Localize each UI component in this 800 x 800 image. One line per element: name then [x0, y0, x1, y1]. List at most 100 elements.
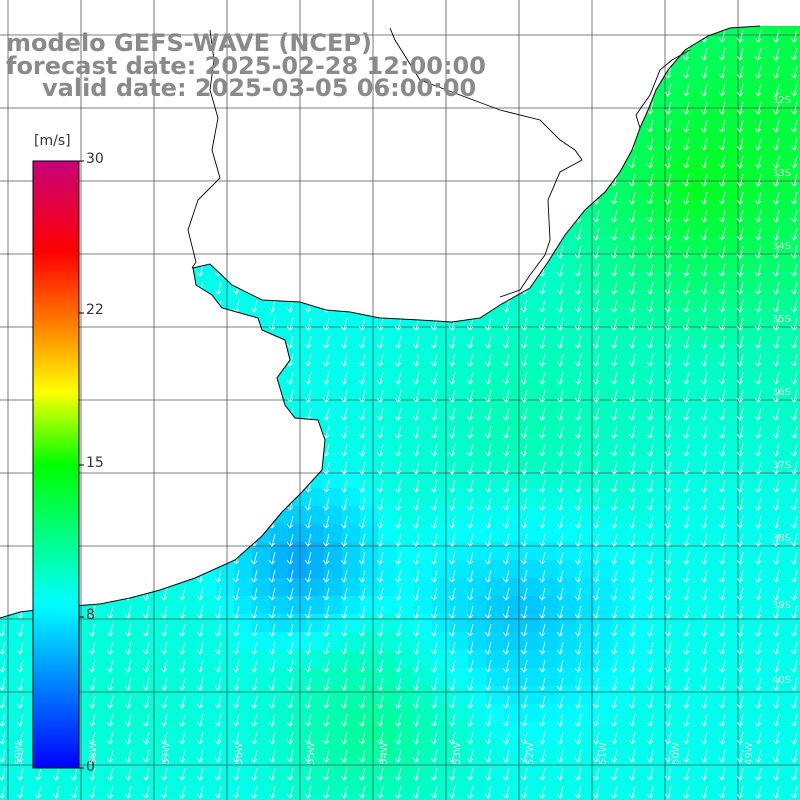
- wind-arrow: [16, 551, 24, 565]
- wind-arrow: [0, 515, 6, 529]
- wind-speed-cell: [18, 758, 37, 777]
- wind-arrow: [106, 299, 114, 313]
- wind-arrow: [484, 173, 492, 187]
- wind-speed-cell: [522, 704, 541, 723]
- wind-speed-cell: [396, 326, 415, 345]
- wind-arrow: [538, 173, 546, 187]
- wind-speed-cell: [648, 578, 667, 597]
- border-line: [635, 49, 691, 129]
- wind-speed-cell: [720, 290, 739, 309]
- wind-arrow: [0, 353, 6, 367]
- wind-speed-cell: [486, 722, 505, 741]
- wind-speed-cell: [504, 398, 523, 417]
- wind-speed-cell: [648, 416, 667, 435]
- wind-arrow: [106, 515, 114, 529]
- wind-arrow: [520, 353, 528, 367]
- wind-speed-cell: [666, 740, 685, 759]
- wind-speed-cell: [450, 26, 469, 39]
- wind-speed-cell: [90, 560, 109, 579]
- wind-speed-cell: [576, 326, 595, 345]
- wind-arrow: [142, 479, 150, 493]
- wind-arrow: [574, 641, 582, 655]
- wind-arrow: [682, 749, 690, 763]
- wind-arrow: [106, 569, 114, 583]
- wind-arrow: [430, 659, 438, 673]
- wind-speed-cell: [324, 416, 343, 435]
- wind-arrow: [502, 245, 510, 259]
- wind-speed-cell: [414, 434, 433, 453]
- wind-arrow: [466, 515, 474, 529]
- wind-arrow: [646, 533, 654, 547]
- wind-arrow: [700, 479, 708, 493]
- wind-arrow: [430, 299, 438, 313]
- wind-arrow: [394, 533, 402, 547]
- wind-speed-cell: [522, 308, 541, 327]
- wind-speed-cell: [540, 272, 559, 291]
- wind-speed-cell: [522, 254, 541, 273]
- wind-speed-cell: [522, 164, 541, 183]
- wind-speed-cell: [162, 200, 181, 219]
- wind-speed-cell: [720, 758, 739, 777]
- wind-speed-cell: [612, 776, 631, 795]
- wind-arrow: [448, 209, 456, 223]
- wind-speed-cell: [216, 236, 235, 255]
- wind-speed-cell: [342, 632, 361, 651]
- wind-arrow: [268, 227, 276, 241]
- wind-arrow: [178, 677, 186, 691]
- wind-arrow: [502, 47, 510, 61]
- wind-arrow: [700, 353, 708, 367]
- wind-arrow: [394, 227, 402, 241]
- wind-speed-cell: [144, 506, 163, 525]
- wind-speed-cell: [18, 794, 37, 800]
- wind-arrow: [646, 209, 654, 223]
- wind-speed-cell: [468, 272, 487, 291]
- wind-arrow: [142, 461, 150, 475]
- wind-speed-cell: [252, 434, 271, 453]
- wind-arrow: [448, 335, 456, 349]
- wind-arrow: [502, 137, 510, 151]
- wind-speed-cell: [198, 164, 217, 183]
- wind-speed-cell: [216, 110, 235, 129]
- wind-arrow: [772, 479, 780, 493]
- wind-arrow: [736, 101, 744, 115]
- wind-arrow: [124, 155, 132, 169]
- wind-speed-cell: [774, 632, 793, 651]
- wind-arrow: [88, 263, 96, 277]
- wind-speed-cell: [702, 272, 721, 291]
- wind-speed-cell: [612, 452, 631, 471]
- wind-arrow: [340, 137, 348, 151]
- lon-label: 56W: [233, 742, 245, 765]
- colorbar-tick-30: 30: [86, 151, 104, 167]
- wind-arrow: [376, 461, 384, 475]
- wind-arrow: [466, 173, 474, 187]
- wind-arrow: [160, 245, 168, 259]
- wind-arrow: [0, 623, 6, 637]
- wind-arrow: [286, 425, 294, 439]
- wind-arrow: [88, 515, 96, 529]
- wind-arrow: [682, 281, 690, 295]
- wind-speed-cell: [540, 200, 559, 219]
- wind-speed-cell: [306, 362, 325, 381]
- wind-speed-cell: [720, 164, 739, 183]
- wind-arrow: [682, 731, 690, 745]
- wind-speed-cell: [180, 740, 199, 759]
- wind-speed-cell: [738, 560, 757, 579]
- wind-speed-cell: [558, 200, 577, 219]
- wind-arrow: [304, 659, 312, 673]
- wind-speed-cell: [648, 290, 667, 309]
- wind-speed-cell: [450, 362, 469, 381]
- wind-speed-cell: [90, 686, 109, 705]
- wind-speed-cell: [612, 524, 631, 543]
- wind-arrow: [736, 767, 744, 781]
- wind-arrow: [430, 389, 438, 403]
- wind-speed-cell: [684, 632, 703, 651]
- wind-speed-cell: [342, 200, 361, 219]
- wind-speed-cell: [684, 596, 703, 615]
- wind-arrow: [538, 623, 546, 637]
- wind-speed-cell: [594, 488, 613, 507]
- wind-arrow: [592, 443, 600, 457]
- wind-arrow: [556, 443, 564, 457]
- wind-speed-cell: [144, 308, 163, 327]
- wind-arrow: [502, 605, 510, 619]
- wind-speed-cell: [342, 434, 361, 453]
